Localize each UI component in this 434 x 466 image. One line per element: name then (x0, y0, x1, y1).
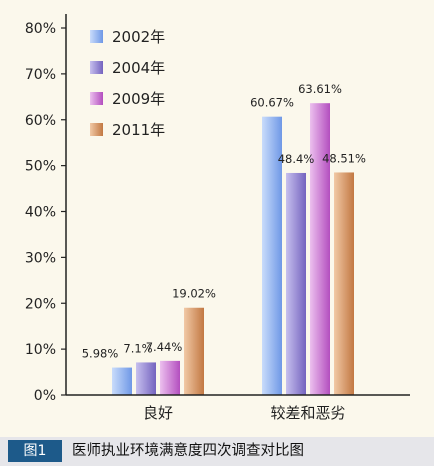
bar-较差和恶劣-2009年 (310, 103, 330, 396)
bar-较差和恶劣-2011年 (334, 172, 354, 395)
caption-band (0, 437, 434, 466)
data-label: 5.98% (82, 347, 119, 361)
bar-良好-2009年 (160, 360, 180, 395)
y-tick-label: 70% (25, 67, 56, 83)
legend-swatch (90, 123, 103, 136)
figure-caption: 医师执业环境满意度四次调查对比图 (72, 443, 304, 459)
y-tick-label: 80% (25, 21, 56, 37)
data-label: 7.44% (146, 340, 183, 354)
data-label: 48.51% (322, 151, 366, 165)
data-label: 48.4% (278, 152, 315, 166)
y-tick-label: 60% (25, 113, 56, 129)
legend-swatch (90, 92, 103, 105)
y-axis-ticks: 0% 10% 20% 30% 40% 50% 60% 70% 80% (25, 21, 66, 404)
legend-swatch (90, 30, 103, 43)
y-tick-label: 10% (25, 342, 56, 358)
y-tick-label: 40% (25, 205, 56, 221)
bar-较差和恶劣-2004年 (286, 172, 306, 395)
legend-label: 2009年 (112, 90, 165, 108)
y-tick-label: 0% (34, 388, 56, 404)
data-label: 63.61% (298, 82, 342, 96)
data-label: 60.67% (250, 96, 294, 110)
bar-良好-2011年 (184, 307, 204, 395)
legend-label: 2002年 (112, 28, 165, 46)
bar-良好-2004年 (136, 362, 156, 395)
data-label: 19.02% (172, 287, 216, 301)
y-tick-label: 50% (25, 159, 56, 175)
bars (112, 103, 354, 396)
bar-较差和恶劣-2002年 (262, 116, 282, 395)
figure-tag: 图1 (8, 440, 62, 462)
data-label: 7.1% (123, 341, 152, 355)
legend-swatch (90, 61, 103, 74)
chart-svg: 0% 10% 20% 30% 40% 50% 60% 70% 80% 5.98% 7.1%7.44… (25, 14, 410, 422)
bar-良好-2002年 (112, 367, 132, 395)
x-axis-categories: 良好 较差和恶劣 (143, 404, 346, 422)
y-tick-label: 30% (25, 250, 56, 266)
data-labels: 5.98% 7.1%7.44% 19.02% 60.67% 48.4% 63.61% 48.… (82, 82, 366, 360)
y-tick-label: 20% (25, 296, 56, 312)
x-category-label: 良好 (143, 404, 173, 422)
x-category-label: 较差和恶劣 (270, 404, 345, 422)
legend-label: 2004年 (112, 59, 165, 77)
legend-label: 2011年 (112, 121, 165, 139)
legend: 2002年 2004年 2009年 2011年 (90, 28, 165, 139)
